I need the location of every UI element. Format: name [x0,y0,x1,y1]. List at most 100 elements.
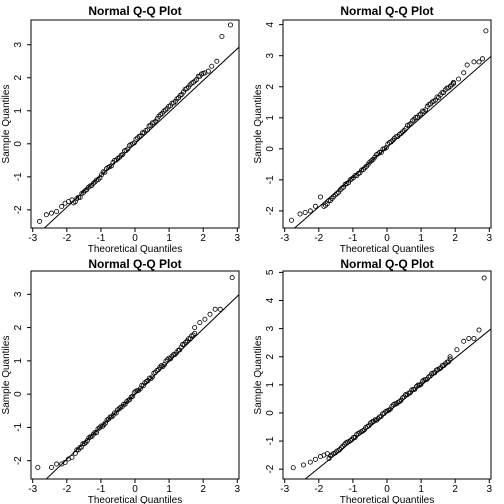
x-tick-label: -1 [348,484,357,495]
y-tick-label: 5 [265,269,276,275]
qq-point [289,217,295,223]
qq-point [69,454,75,460]
qq-point [214,58,220,64]
qq-point [205,68,211,74]
qq-point [427,373,433,379]
y-tick-label: 2 [13,75,24,81]
y-tick-label: 2 [265,354,276,360]
qq-point [103,420,109,426]
plot-title: Normal Q-Q Plot [340,257,433,271]
y-tick-label: 4 [265,21,276,27]
qq-point [171,100,177,106]
y-tick-label: -2 [13,205,24,214]
qq-point [454,347,460,353]
x-tick-label: 1 [418,233,424,244]
qq-point [181,89,187,95]
y-tick-label: -1 [265,436,276,445]
y-tick-label: 3 [265,325,276,331]
qq-point [366,423,372,429]
plot-area [37,22,239,228]
qq-point [374,417,380,423]
y-axis-label: Sample Quantiles [1,336,12,415]
x-tick-label: -2 [314,484,323,495]
qq-point [80,441,86,447]
qq-panel-3: Normal Q-Q Plot -3 -2 -1 0 1 2 3 Theoretical Qua… [1,257,241,504]
qq-point [48,464,54,470]
x-tick-label: -3 [28,484,37,495]
x-axis-label: Theoretical Quantiles [88,244,183,255]
qq-point [190,332,196,338]
qq-point [62,459,68,465]
qq-point [312,203,318,209]
qq-point [483,28,489,34]
y-tick-label: -1 [265,175,276,184]
qq-point [35,464,41,470]
qq-point [347,438,353,444]
qq-point [387,406,393,412]
y-tick-label: -2 [265,206,276,215]
qq-point [140,383,146,389]
qq-point [476,327,482,333]
qq-point [436,95,442,101]
x-tick-label: -3 [280,484,289,495]
x-axis-label: Theoretical Quantiles [340,495,435,504]
y-tick-label: 0 [13,141,24,147]
y-tick-label: 3 [265,52,276,58]
qq-point [447,83,453,89]
plot-area [35,275,239,479]
qq-point [412,386,418,392]
y-tick-label: 1 [265,115,276,121]
qq-point [397,399,403,405]
qq-point [229,275,235,281]
x-tick-label: 2 [200,484,206,495]
qq-point [217,306,223,312]
qq-point [59,204,65,210]
qq-point [110,412,116,418]
qq-point [323,202,329,208]
qq-point [450,81,456,87]
x-tick-label: -2 [62,233,71,244]
qq-point [479,56,485,62]
x-tick-label: 3 [235,484,241,495]
qq-point [76,194,82,200]
x-tick-label: -1 [348,233,357,244]
qq-point [122,401,128,407]
qq-point [192,325,198,331]
qq-point [415,382,421,388]
qq-point [326,456,332,462]
qq-point [164,357,170,363]
x-tick-label: 1 [166,484,172,495]
qq-point [471,335,477,341]
qq-point [209,63,215,69]
qq-point [312,456,318,462]
qq-point [331,193,337,199]
qq-point [212,306,218,312]
y-tick-label: 0 [265,410,276,416]
qq-point [227,22,233,28]
qq-point [48,210,54,216]
qq-point [481,275,487,281]
qq-point [109,414,115,420]
plot-title: Normal Q-Q Plot [88,4,181,18]
qq-reference-line [293,56,491,228]
qq-point [447,356,453,362]
x-tick-label: 2 [452,233,458,244]
qq-point [447,354,453,360]
qq-point [156,113,162,119]
qq-point [338,445,344,451]
qq-point [461,338,467,344]
qq-point [54,208,60,214]
x-tick-label: -2 [62,484,71,495]
qq-point [178,344,184,350]
y-tick-label: -1 [13,423,24,432]
qq-point [413,114,419,120]
qq-point [157,364,163,370]
qq-point [446,85,452,91]
x-tick-label: 2 [200,233,206,244]
y-tick-label: 3 [13,291,24,297]
qq-point [172,98,178,104]
x-tick-label: -3 [280,233,289,244]
plot-area [289,28,491,228]
x-tick-label: 0 [384,484,390,495]
qq-point [290,465,296,471]
